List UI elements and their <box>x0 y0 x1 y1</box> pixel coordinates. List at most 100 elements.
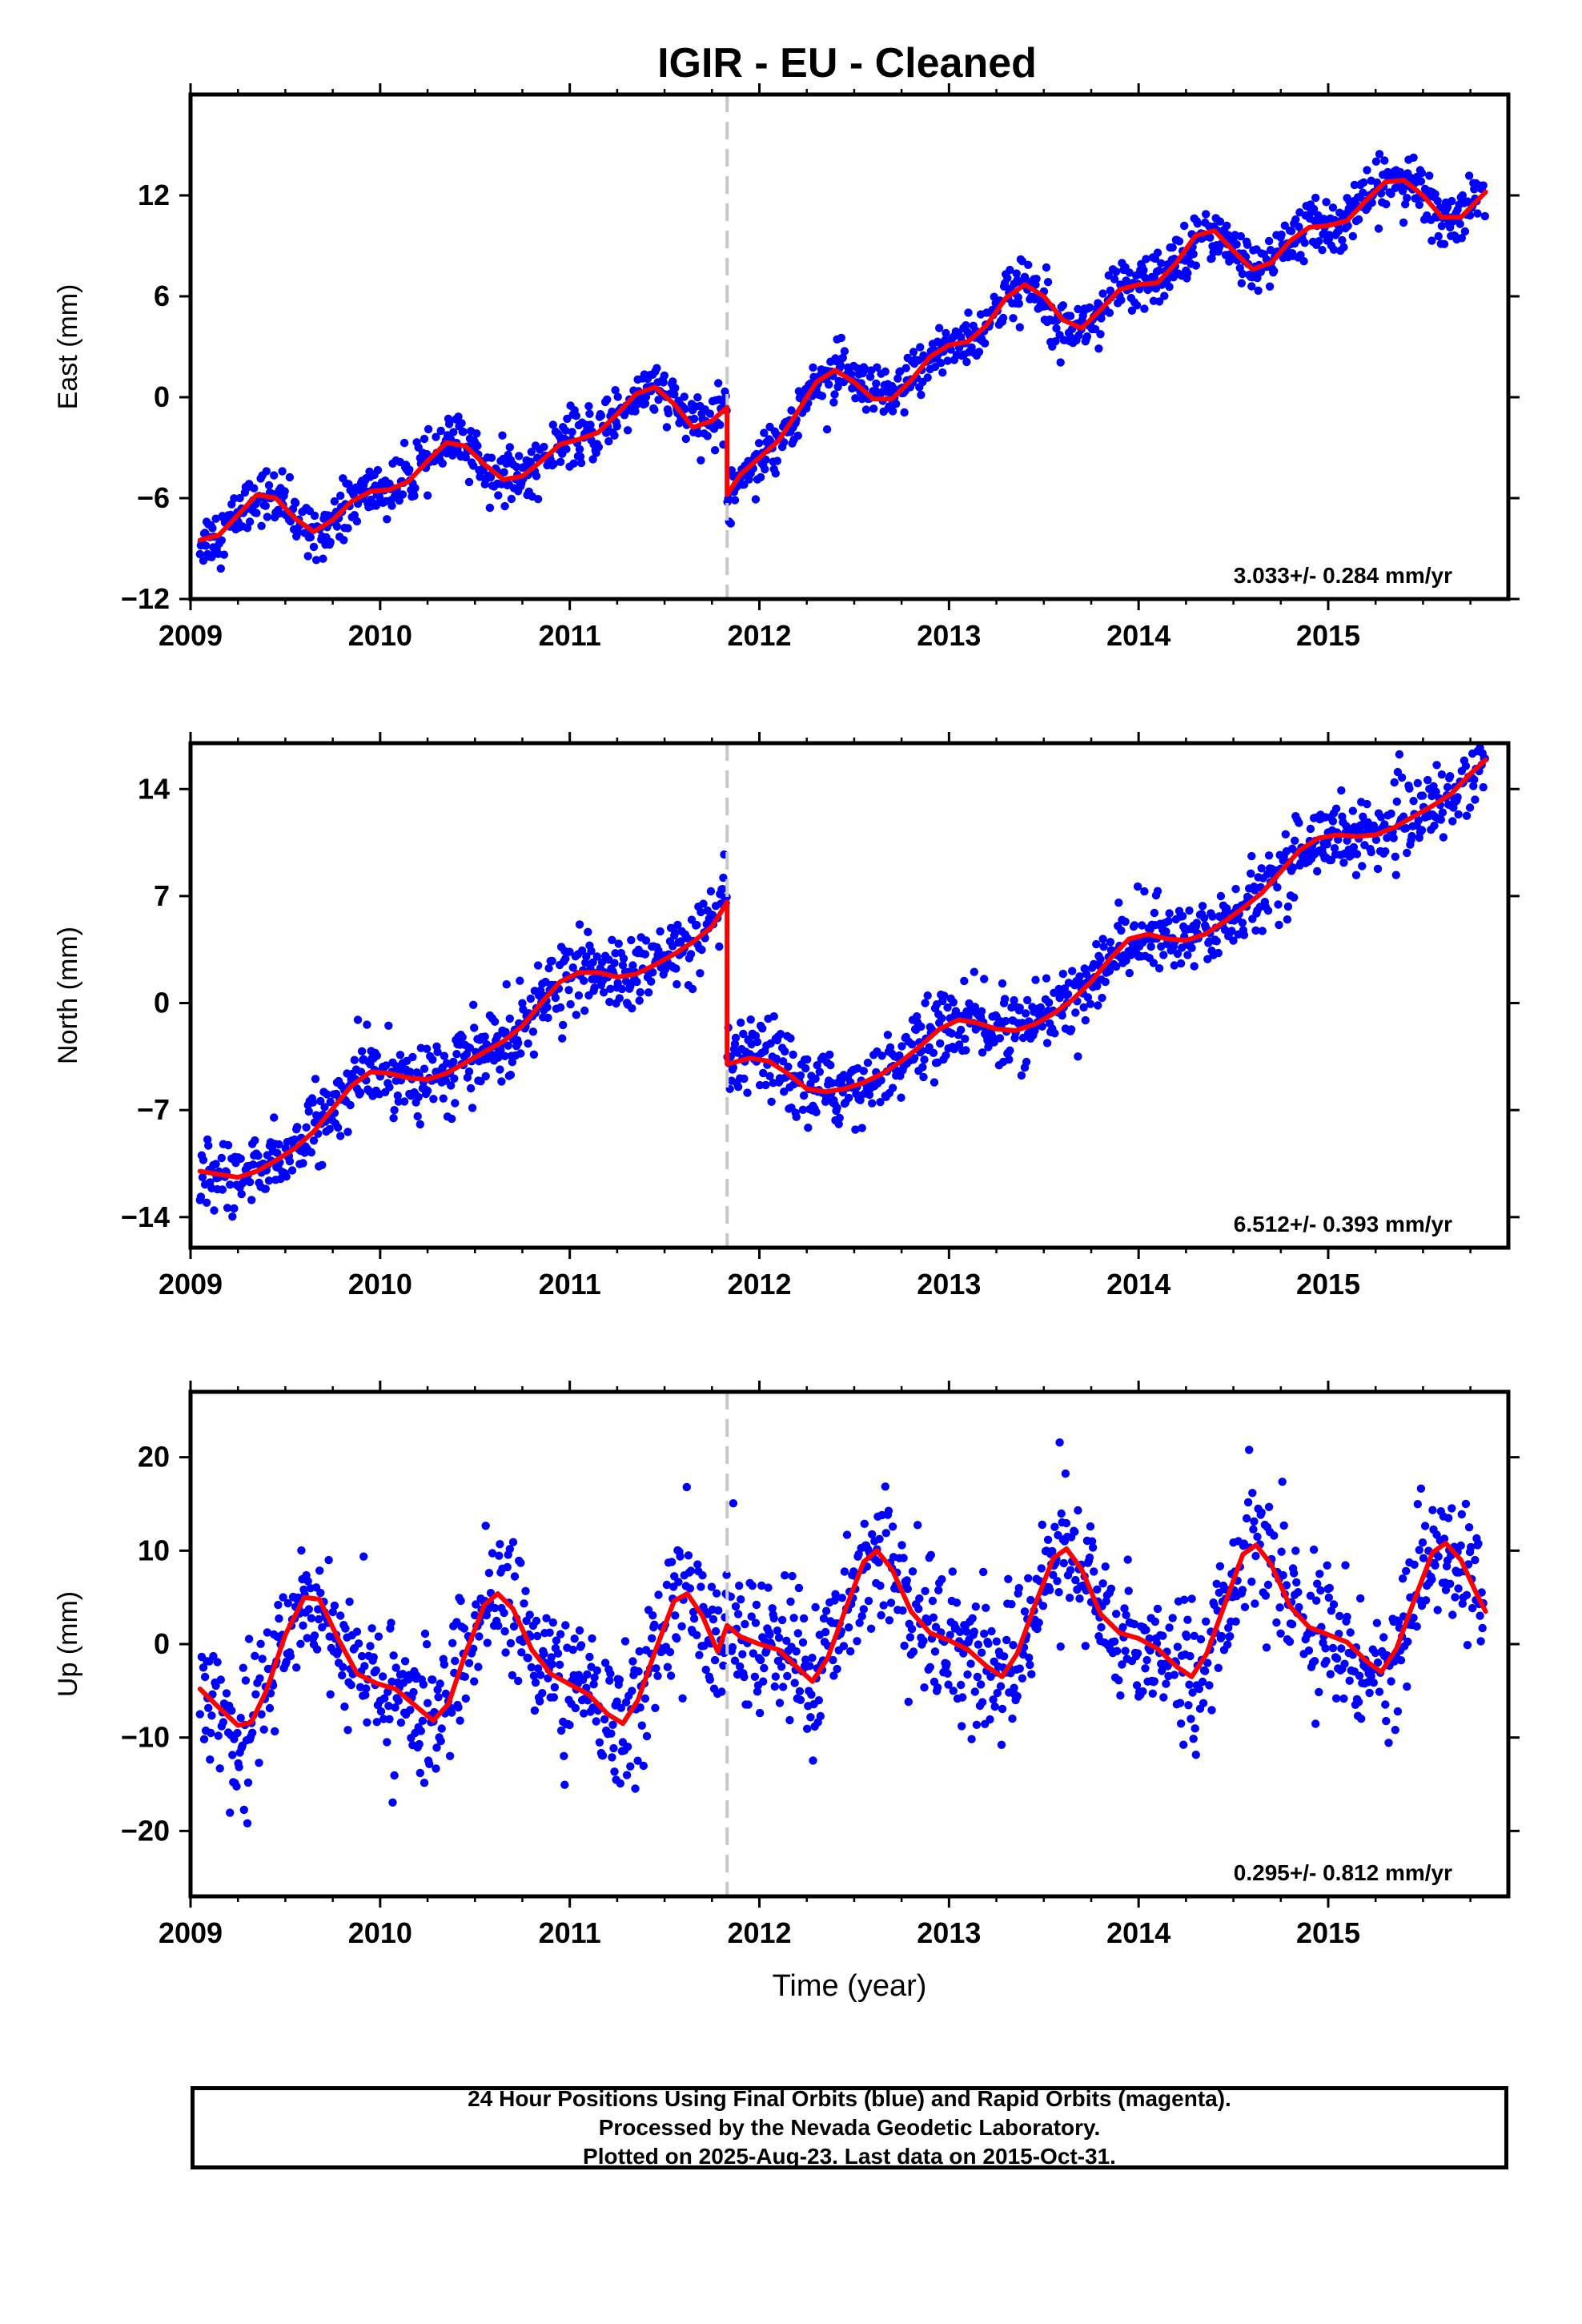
data-point <box>218 1185 227 1194</box>
data-point <box>616 1779 624 1788</box>
data-point <box>1106 1584 1116 1594</box>
data-point <box>755 1080 765 1090</box>
data-point <box>978 1698 987 1707</box>
data-point <box>804 1124 813 1132</box>
data-point <box>752 1600 761 1610</box>
data-point <box>590 983 599 992</box>
data-point <box>1195 1684 1204 1694</box>
data-point <box>774 1633 784 1642</box>
data-point <box>1339 243 1348 251</box>
data-point <box>697 945 706 955</box>
data-point <box>1223 904 1231 913</box>
data-point <box>255 1674 264 1683</box>
data-point <box>838 353 848 362</box>
data-point <box>307 1148 316 1157</box>
data-point <box>449 428 458 436</box>
data-point <box>216 564 225 573</box>
data-point <box>989 1695 998 1704</box>
data-point <box>786 1034 795 1043</box>
data-point <box>596 411 606 420</box>
data-point <box>1343 1612 1351 1622</box>
data-point <box>466 1084 476 1093</box>
data-point <box>363 1718 371 1727</box>
data-point <box>471 1610 480 1620</box>
data-point <box>505 443 514 452</box>
data-point <box>500 1608 508 1618</box>
data-point <box>423 1086 432 1096</box>
data-point <box>1153 1604 1162 1614</box>
data-point <box>1075 1594 1084 1603</box>
data-point <box>1142 1655 1151 1665</box>
data-point <box>1133 1649 1142 1658</box>
data-point <box>1299 257 1308 266</box>
data-point <box>860 1519 869 1529</box>
data-point <box>978 1048 987 1057</box>
data-point <box>654 396 663 404</box>
data-point <box>1046 1586 1054 1594</box>
data-point <box>961 1035 970 1043</box>
data-point <box>424 424 433 434</box>
data-point <box>1193 219 1203 228</box>
data-point <box>416 1727 425 1735</box>
data-point <box>1188 1688 1197 1697</box>
data-point <box>677 937 685 946</box>
data-point <box>780 438 789 447</box>
data-point <box>731 1033 741 1043</box>
x-tick-label: 2012 <box>727 619 791 652</box>
data-point <box>1094 344 1103 353</box>
data-point <box>705 409 714 418</box>
data-point <box>315 1614 323 1624</box>
data-point <box>249 1160 258 1169</box>
data-point <box>316 1588 325 1598</box>
data-point <box>1309 204 1319 214</box>
data-point <box>1415 200 1424 209</box>
data-point <box>1024 260 1033 269</box>
data-point <box>1247 869 1255 879</box>
data-point <box>236 1154 245 1164</box>
data-point <box>1358 862 1367 870</box>
data-point <box>1390 778 1399 787</box>
data-point <box>569 459 578 468</box>
data-point <box>438 459 447 468</box>
data-point <box>640 950 650 959</box>
data-point <box>771 1672 780 1681</box>
data-point <box>1132 301 1142 310</box>
data-point <box>1113 1647 1122 1655</box>
data-point <box>283 1598 292 1608</box>
data-point <box>448 1638 457 1647</box>
y-tick-label: 20 <box>138 1441 170 1474</box>
data-point <box>336 1132 345 1140</box>
data-point <box>1329 245 1339 254</box>
data-point <box>432 432 440 441</box>
data-point <box>789 1050 797 1059</box>
data-point <box>369 1653 378 1662</box>
scatter-points-north <box>195 743 1490 1221</box>
data-point <box>699 899 708 908</box>
data-point <box>636 987 644 997</box>
data-point <box>1205 1681 1214 1690</box>
data-point <box>507 494 516 504</box>
data-point <box>694 429 703 438</box>
data-point <box>303 552 312 561</box>
data-point <box>705 1675 714 1684</box>
data-point <box>1383 834 1391 842</box>
data-point <box>233 1728 242 1738</box>
data-point <box>1175 1699 1185 1707</box>
x-tick-label: 2015 <box>1296 619 1360 652</box>
data-point <box>1391 1726 1400 1735</box>
data-point <box>501 1027 510 1036</box>
data-point <box>285 472 295 482</box>
data-point <box>976 1680 986 1689</box>
data-point <box>374 1632 383 1641</box>
x-tick-label: 2009 <box>159 1916 223 1949</box>
data-point <box>608 1753 616 1762</box>
data-point <box>384 1021 393 1031</box>
data-point <box>1365 1688 1374 1698</box>
data-point <box>1288 863 1298 872</box>
data-point <box>883 1031 893 1039</box>
data-point <box>730 1656 740 1665</box>
data-point <box>613 392 622 401</box>
data-point <box>345 1597 354 1606</box>
data-point <box>958 1693 967 1702</box>
data-point <box>565 1720 574 1730</box>
